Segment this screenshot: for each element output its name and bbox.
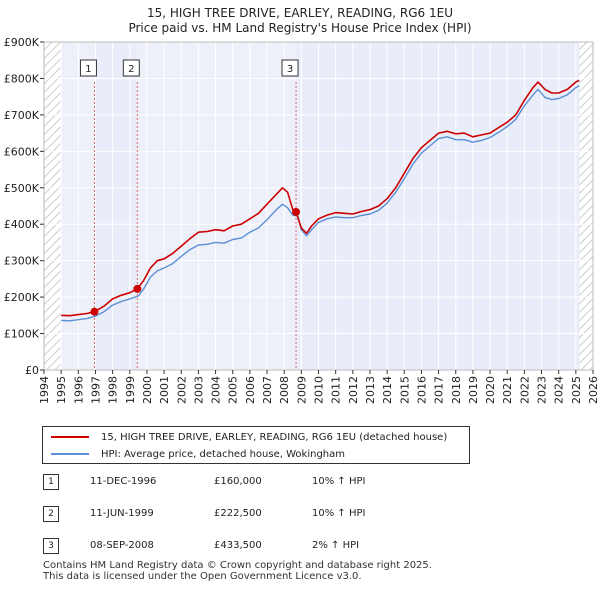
sale-point [292,208,301,217]
legend-item-hpi: HPI: Average price, detached house, Woki… [51,446,345,462]
sale-marker-box [79,59,97,77]
sale-price: £222,500 [214,508,262,519]
x-tick-label: 2011 [330,376,343,404]
sale-marker-label: 3 [287,64,293,75]
sale-number-badge: 3 [43,538,59,554]
sale-point [133,284,142,293]
hpi-line [61,85,580,322]
x-tick-label: 2000 [141,376,154,404]
x-tick-label: 2010 [313,376,326,404]
sale-price: £160,000 [214,476,262,487]
shaded-region-0 [94,42,138,370]
footer-licence: This data is licensed under the Open Gov… [43,571,362,582]
legend-swatch-hpi [51,453,89,455]
sale-point [90,307,99,316]
x-tick-label: 2009 [295,376,308,404]
sale-row: 1 11-DEC-1996 £160,000 10% ↑ HPI [0,472,600,492]
sale-marker-label: 1 [85,64,91,75]
x-tick-label: 2004 [210,376,223,404]
x-tick-label: 1996 [72,376,85,404]
sale-price: £433,500 [214,540,262,551]
legend: 15, HIGH TREE DRIVE, EARLEY, READING, RG… [42,426,470,464]
x-tick-label: 2007 [261,376,274,404]
x-tick-label: 2014 [381,376,394,404]
x-tick-label: 2001 [158,376,171,404]
y-tick-label: £200K [4,291,40,304]
x-tick-label: 1995 [55,376,68,404]
sale-date: 11-JUN-1999 [90,508,154,519]
hatched-region-0 [44,42,62,370]
x-tick-label: 2006 [244,376,257,404]
x-tick-label: 2023 [536,376,549,404]
y-tick-label: £0 [25,364,39,377]
y-tick-label: £300K [4,255,40,268]
legend-label-hpi: HPI: Average price, detached house, Woki… [101,448,345,460]
sale-date: 08-SEP-2008 [90,540,154,551]
x-tick-label: 2019 [467,376,480,404]
sale-row: 2 11-JUN-1999 £222,500 10% ↑ HPI [0,504,600,524]
y-tick-label: £400K [4,218,40,231]
price-paid-line [61,79,580,317]
x-tick-label: 2018 [450,376,463,404]
x-tick-label: 2003 [192,376,205,404]
sale-number-badge: 1 [43,474,59,490]
y-tick-label: £900K [4,36,40,49]
chart-subtitle: Price paid vs. HM Land Registry's House … [128,21,472,35]
chart-title: 15, HIGH TREE DRIVE, EARLEY, READING, RG… [146,6,454,20]
sale-marker-label: 2 [128,64,134,75]
legend-item-price: 15, HIGH TREE DRIVE, EARLEY, READING, RG… [51,429,447,445]
y-tick-label: £700K [4,109,40,122]
sale-hpi-change: 2% ↑ HPI [312,540,360,551]
legend-swatch-price [51,436,89,438]
x-tick-label: 2005 [227,376,240,404]
sale-marker-box [281,59,299,77]
sale-hpi-change: 10% ↑ HPI [312,508,366,519]
y-tick-label: £500K [4,182,40,195]
x-tick-label: 2022 [518,376,531,404]
x-tick-label: 2026 [587,376,600,404]
x-tick-label: 2025 [570,376,583,404]
x-tick-label: 1997 [89,376,102,404]
x-tick-label: 2016 [415,376,428,404]
price-chart: 1 2 3 £0 £100K £200K £300K £400K £500K £600K £700K… [4,36,600,404]
x-tick-label: 2017 [433,376,446,404]
x-tick-label: 1998 [107,376,120,404]
hatched-region-1 [579,42,593,370]
y-tick-label: £800K [4,72,40,85]
x-tick-label: 2020 [484,376,497,404]
sale-date: 11-DEC-1996 [90,476,157,487]
x-tick-label: 2013 [364,376,377,404]
y-tick-label: £600K [4,145,40,158]
x-tick-label: 2012 [347,376,360,404]
footer-copyright: Contains HM Land Registry data © Crown c… [43,560,432,571]
sale-marker-box [122,59,140,77]
y-tick-label: £100K [4,328,40,341]
sale-hpi-change: 10% ↑ HPI [312,476,366,487]
x-tick-label: 1999 [124,376,137,404]
x-tick-label: 2002 [175,376,188,404]
x-tick-label: 1994 [38,376,51,404]
sale-number-badge: 2 [43,506,59,522]
sale-row: 3 08-SEP-2008 £433,500 2% ↑ HPI [0,536,600,556]
x-tick-label: 2024 [553,376,566,404]
legend-label-price: 15, HIGH TREE DRIVE, EARLEY, READING, RG… [101,431,448,443]
x-tick-label: 2008 [278,376,291,404]
x-tick-label: 2021 [501,376,514,404]
x-tick-label: 2015 [398,376,411,404]
